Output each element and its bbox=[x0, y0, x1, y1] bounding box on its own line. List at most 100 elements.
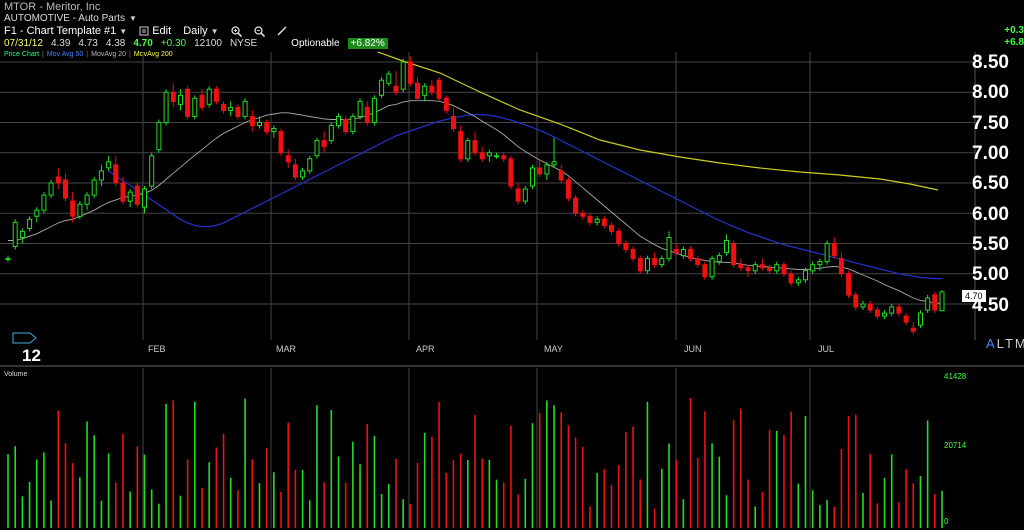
candle-body bbox=[587, 215, 593, 223]
candle-body bbox=[429, 85, 435, 93]
month-label: FEB bbox=[148, 344, 166, 354]
candle-body bbox=[350, 116, 356, 133]
indicator-legend: Price Chart | Mov Avg 50 | MovAvg 20 | MovA… bbox=[4, 51, 173, 58]
candle-body bbox=[695, 258, 701, 266]
candle-body bbox=[91, 179, 97, 196]
candle-body bbox=[594, 218, 600, 223]
price-axis-label: 5.50 bbox=[972, 234, 1009, 255]
chevron-down-icon: ▼ bbox=[128, 14, 137, 23]
candle-body bbox=[537, 167, 543, 175]
year-label: 12 bbox=[22, 346, 41, 365]
month-label: JUN bbox=[684, 344, 702, 354]
period-label: Daily bbox=[183, 25, 208, 37]
altm-t[interactable]: T bbox=[1004, 336, 1015, 351]
candle-body bbox=[206, 88, 212, 105]
candle-body bbox=[149, 155, 155, 187]
candle-body bbox=[709, 258, 715, 278]
candle-body bbox=[781, 264, 787, 275]
candle-body bbox=[831, 243, 837, 257]
sector-dropdown[interactable]: AUTOMOTIVE - Auto Parts ▼ bbox=[4, 13, 137, 24]
altm-l[interactable]: L bbox=[996, 336, 1005, 351]
candle-body bbox=[774, 264, 780, 272]
candle-body bbox=[472, 140, 478, 154]
quote-date: 07/31/12 bbox=[4, 38, 43, 49]
candle-body bbox=[494, 155, 500, 158]
legend-ma20[interactable]: MovAvg 20 bbox=[91, 51, 127, 58]
ma50-line bbox=[108, 114, 942, 280]
candle-body bbox=[508, 158, 514, 187]
candle-body bbox=[918, 312, 923, 326]
price-axis-label: 5.00 bbox=[972, 264, 1009, 285]
candle-body bbox=[5, 258, 11, 261]
candle-body bbox=[343, 119, 349, 133]
quote-low: 4.38 bbox=[105, 38, 126, 49]
candle-body bbox=[357, 100, 363, 117]
candle-body bbox=[688, 249, 694, 260]
candle-body bbox=[63, 179, 68, 199]
chart-toolbar: F1 - Chart Template #1 ▼ Edit Daily ▼ bbox=[4, 25, 287, 37]
altm-m[interactable]: M bbox=[1014, 336, 1024, 351]
candle-body bbox=[867, 303, 873, 311]
top-right-pct: +6.8 bbox=[1004, 37, 1024, 48]
legend-ma50[interactable]: Mov Avg 50 bbox=[46, 51, 84, 58]
candle-body bbox=[285, 155, 291, 163]
candle-body bbox=[515, 188, 521, 202]
volume-axis-label: 20714 bbox=[944, 441, 967, 450]
candle-body bbox=[242, 100, 248, 117]
pencil-icon bbox=[277, 26, 287, 36]
candle-body bbox=[314, 140, 320, 157]
candle-body bbox=[846, 273, 852, 296]
candle-body bbox=[853, 294, 859, 308]
template-dropdown[interactable]: F1 - Chart Template #1 ▼ bbox=[4, 25, 127, 37]
candle-body bbox=[925, 297, 931, 311]
candle-body bbox=[645, 258, 650, 272]
candle-body bbox=[393, 85, 399, 93]
price-axis-label: 8.50 bbox=[972, 52, 1009, 73]
candle-body bbox=[565, 179, 571, 199]
candle-body bbox=[221, 103, 227, 111]
sector-label: AUTOMOTIVE - Auto Parts bbox=[4, 13, 125, 24]
edit-button[interactable]: Edit bbox=[139, 25, 171, 37]
candle-body bbox=[630, 249, 636, 260]
candle-body bbox=[213, 88, 219, 102]
quote-bar: 07/31/12 4.39 4.73 4.38 4.70 +0.30 12100… bbox=[4, 38, 388, 49]
price-axis-label: 7.00 bbox=[972, 143, 1009, 164]
candle-body bbox=[415, 82, 420, 99]
candle-body bbox=[451, 116, 456, 130]
candle-body bbox=[659, 258, 665, 266]
candle-body bbox=[443, 97, 449, 111]
candle-body bbox=[558, 170, 564, 181]
price-axis-label: 6.00 bbox=[972, 204, 1009, 225]
candle-body bbox=[142, 188, 147, 208]
candle-body bbox=[249, 116, 255, 127]
period-dropdown[interactable]: Daily ▼ bbox=[183, 25, 218, 37]
candle-body bbox=[134, 185, 140, 205]
template-label: F1 - Chart Template #1 bbox=[4, 25, 117, 37]
zoom-out-button[interactable] bbox=[253, 25, 265, 37]
price-axis-label: 6.50 bbox=[972, 173, 1009, 194]
quote-change: +0.30 bbox=[160, 38, 187, 49]
candle-body bbox=[544, 164, 550, 175]
legend-ma200[interactable]: MovAvg 200 bbox=[133, 51, 173, 58]
candlesticks bbox=[5, 55, 945, 335]
altm-labels[interactable]: ALTM bbox=[986, 336, 1024, 351]
candle-body bbox=[300, 170, 306, 178]
candle-body bbox=[738, 264, 744, 269]
candle-body bbox=[156, 122, 162, 151]
altm-a[interactable]: A bbox=[986, 336, 997, 351]
candle-body bbox=[616, 230, 622, 244]
optionable-label: Optionable bbox=[291, 38, 340, 49]
candle-body bbox=[257, 122, 262, 126]
legend-price[interactable]: Price Chart bbox=[4, 51, 40, 58]
candle-body bbox=[185, 88, 191, 117]
zoom-in-button[interactable] bbox=[230, 25, 242, 37]
candle-body bbox=[731, 243, 737, 266]
draw-tool-button[interactable] bbox=[277, 26, 287, 36]
quote-volume: 12100 bbox=[194, 38, 222, 49]
candle-body bbox=[41, 194, 47, 211]
candle-body bbox=[882, 312, 887, 317]
candle-body bbox=[824, 243, 830, 263]
candle-body bbox=[70, 200, 76, 217]
candle-body bbox=[767, 267, 773, 272]
